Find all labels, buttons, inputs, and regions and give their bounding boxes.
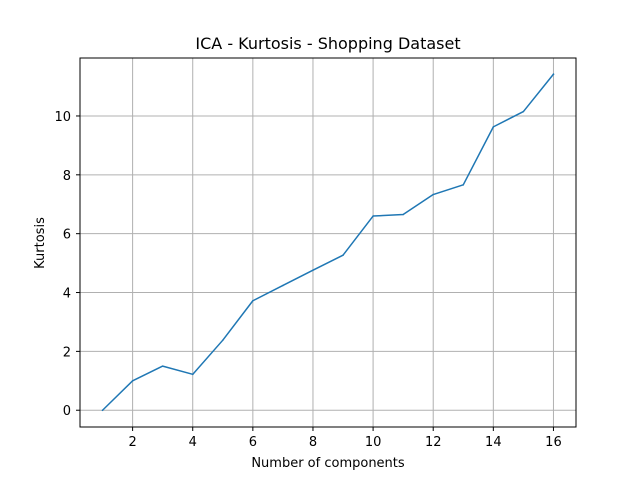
series-layer (101, 73, 555, 412)
chart-title: ICA - Kurtosis - Shopping Dataset (195, 34, 460, 53)
data-point (492, 126, 495, 128)
data-point (222, 339, 224, 341)
data-point (462, 184, 465, 186)
x-tick-label: 10 (365, 435, 382, 450)
x-tick-label: 12 (425, 435, 442, 450)
data-point (552, 73, 555, 75)
data-point (252, 300, 254, 302)
ticks: 2 4 6 8 10 12 14 16 0 2 4 6 8 10 (54, 110, 561, 450)
x-tick-label: 16 (545, 435, 562, 450)
data-point (191, 373, 194, 376)
x-tick-label: 14 (485, 435, 502, 450)
data-point (402, 213, 404, 216)
plot-frame (79, 57, 577, 428)
data-point (282, 284, 284, 287)
y-tick-label: 6 (63, 228, 71, 243)
y-tick-label: 4 (63, 287, 71, 302)
y-tick-label: 2 (63, 345, 71, 360)
y-axis-label: Kurtosis (33, 217, 48, 269)
y-tick-label: 8 (63, 169, 71, 184)
x-axis-label: Number of components (251, 456, 405, 471)
x-tick-label: 2 (128, 435, 136, 450)
y-tick-label: 0 (63, 404, 71, 419)
series-line (101, 73, 555, 412)
grid (80, 58, 576, 427)
data-point (372, 215, 374, 217)
x-tick-label: 6 (249, 435, 257, 450)
data-point (161, 365, 164, 367)
data-point (101, 409, 104, 411)
x-tick-label: 8 (309, 435, 317, 450)
data-point (312, 269, 314, 271)
y-tick-label: 10 (54, 110, 71, 125)
x-tick-label: 4 (189, 435, 197, 450)
data-point (522, 110, 525, 113)
data-point (131, 380, 134, 382)
data-point (432, 193, 434, 196)
data-point (342, 254, 344, 256)
